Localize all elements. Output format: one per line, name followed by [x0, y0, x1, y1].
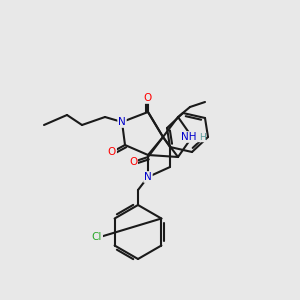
Text: O: O [129, 157, 137, 167]
Text: O: O [144, 93, 152, 103]
Text: NH: NH [181, 132, 197, 142]
Text: H: H [199, 133, 206, 142]
Text: N: N [118, 117, 126, 127]
Text: O: O [108, 147, 116, 157]
Text: Cl: Cl [92, 232, 102, 242]
Text: N: N [144, 172, 152, 182]
